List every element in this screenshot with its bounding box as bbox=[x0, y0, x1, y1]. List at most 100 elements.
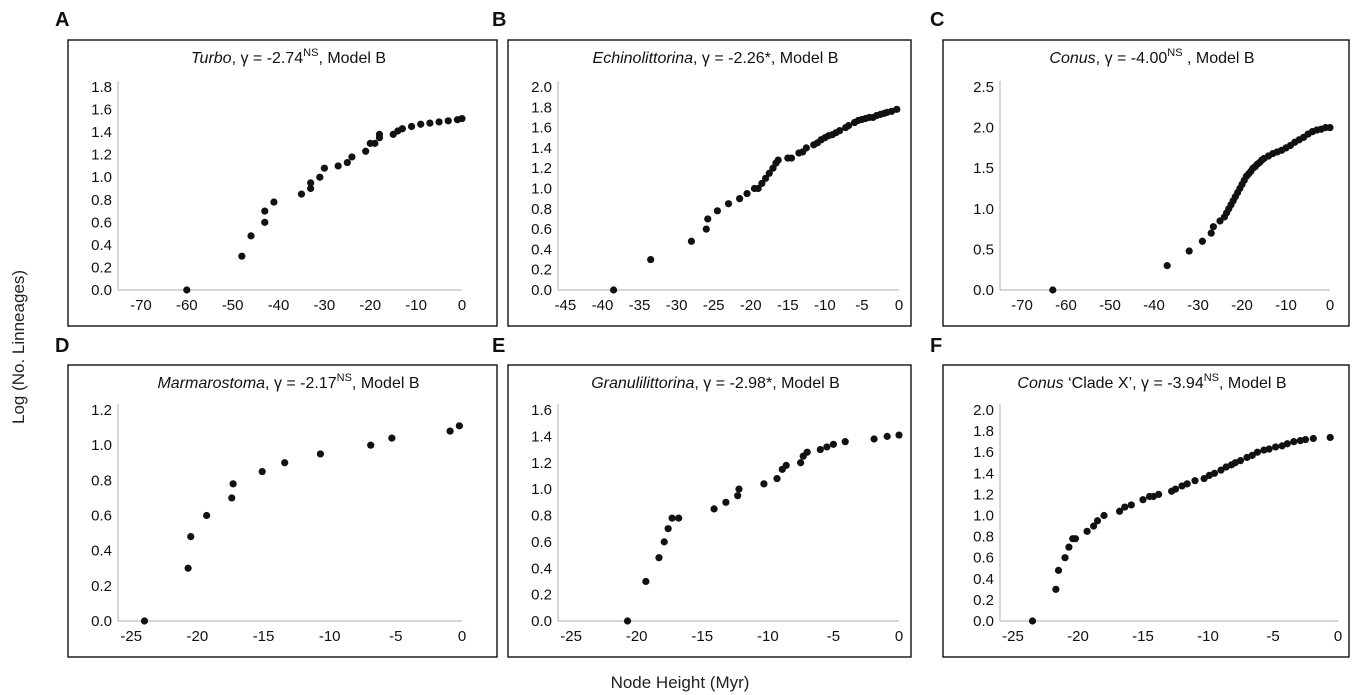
data-point bbox=[736, 195, 744, 203]
x-tick-label: -30 bbox=[666, 297, 688, 314]
x-tick-label: -50 bbox=[222, 297, 244, 314]
y-tick-label: 0.0 bbox=[91, 613, 112, 630]
x-tick-label: -15 bbox=[691, 628, 713, 645]
x-tick-label: 0 bbox=[1326, 297, 1334, 314]
data-point bbox=[140, 617, 149, 625]
panel-frame bbox=[67, 39, 498, 327]
data-point bbox=[348, 153, 356, 161]
data-point bbox=[1185, 247, 1193, 255]
data-point bbox=[1191, 477, 1199, 485]
y-tick-label: 0.2 bbox=[91, 259, 112, 276]
x-tick-label: -10 bbox=[814, 297, 836, 314]
x-tick-label: -45 bbox=[555, 297, 577, 314]
data-point bbox=[1183, 480, 1191, 488]
data-point bbox=[1265, 445, 1273, 453]
y-tick-label: 1.6 bbox=[973, 444, 994, 461]
data-point bbox=[320, 164, 328, 172]
data-point bbox=[774, 156, 782, 164]
data-point bbox=[229, 480, 237, 488]
data-point bbox=[458, 114, 466, 123]
data-point bbox=[183, 286, 191, 294]
x-tick-label: -70 bbox=[1011, 297, 1033, 314]
y-tick-label: 1.4 bbox=[973, 465, 994, 482]
y-tick-label: 1.0 bbox=[531, 481, 552, 498]
data-point bbox=[297, 190, 306, 198]
data-point bbox=[1127, 501, 1135, 509]
y-tick-label: 1.2 bbox=[91, 147, 112, 164]
panel-letter: B bbox=[492, 9, 506, 31]
y-tick-label: 1.0 bbox=[973, 508, 994, 525]
data-point bbox=[836, 127, 844, 135]
data-point bbox=[1309, 434, 1317, 443]
x-tick-label: -5 bbox=[855, 297, 868, 314]
data-point bbox=[1071, 535, 1079, 543]
data-point bbox=[1121, 503, 1129, 511]
y-tick-label: 0.8 bbox=[91, 472, 112, 489]
data-point bbox=[444, 117, 452, 125]
data-point bbox=[281, 459, 289, 467]
y-tick-label: 0.0 bbox=[531, 613, 552, 630]
data-point bbox=[1198, 237, 1206, 245]
x-tick-label: 0 bbox=[895, 297, 903, 314]
y-tick-label: 1.0 bbox=[531, 181, 552, 198]
data-point bbox=[713, 207, 721, 215]
data-point bbox=[187, 533, 195, 541]
data-point bbox=[687, 237, 696, 245]
panel-c: C Conus, γ = -4.00NS , Model B -70 -60 -50 -4… bbox=[930, 9, 1350, 327]
panel-b: B Echinolittorina, γ = -2.26*, Model B -45… bbox=[492, 9, 912, 327]
data-point bbox=[398, 125, 406, 133]
y-tick-label: 1.6 bbox=[91, 102, 112, 119]
y-tick-label: 0.6 bbox=[531, 534, 552, 551]
data-point bbox=[893, 105, 901, 113]
x-tick-label: -35 bbox=[629, 297, 651, 314]
y-tick-label: 1.2 bbox=[91, 402, 112, 419]
data-point bbox=[203, 511, 211, 520]
panel-frame bbox=[507, 364, 912, 658]
y-tick-label: 2.5 bbox=[973, 79, 994, 96]
data-point bbox=[334, 162, 342, 170]
x-tick-label: -70 bbox=[130, 297, 152, 314]
data-point bbox=[1290, 438, 1298, 446]
data-point bbox=[1301, 435, 1310, 444]
y-tick-label: 0.4 bbox=[973, 571, 994, 588]
x-tick-label: -10 bbox=[405, 297, 427, 314]
data-point bbox=[238, 252, 246, 260]
x-tick-label: -60 bbox=[176, 297, 198, 314]
data-point bbox=[761, 174, 770, 182]
panel-letter: D bbox=[55, 335, 69, 357]
x-tick-label: -30 bbox=[314, 297, 336, 314]
data-point bbox=[371, 139, 379, 147]
data-point bbox=[787, 154, 796, 162]
y-tick-label: 1.0 bbox=[91, 437, 112, 454]
y-tick-label: 1.2 bbox=[531, 455, 552, 472]
y-tick-label: 0.0 bbox=[973, 282, 994, 299]
data-point bbox=[802, 144, 810, 152]
y-tick-label: 0.4 bbox=[531, 560, 552, 577]
data-point bbox=[1049, 286, 1057, 294]
data-point bbox=[1163, 262, 1171, 270]
data-point bbox=[823, 443, 831, 451]
x-tick-label: -10 bbox=[319, 628, 341, 645]
x-tick-label: -15 bbox=[253, 628, 275, 645]
panel-frame bbox=[67, 364, 498, 658]
x-tick-label: -10 bbox=[1275, 297, 1297, 314]
x-tick-label: -40 bbox=[1143, 297, 1165, 314]
y-tick-label: 2.0 bbox=[973, 402, 994, 419]
data-point bbox=[883, 432, 891, 440]
y-tick-label: 2.0 bbox=[973, 120, 994, 137]
y-tick-label: 0.2 bbox=[973, 592, 994, 609]
y-tick-label: 0.2 bbox=[531, 587, 552, 604]
y-tick-label: 1.4 bbox=[531, 140, 552, 157]
data-point bbox=[829, 440, 838, 448]
data-point bbox=[704, 215, 712, 223]
y-tick-label: 0.0 bbox=[973, 613, 994, 630]
y-tick-label: 0.0 bbox=[531, 282, 552, 299]
data-point bbox=[675, 514, 683, 522]
data-point bbox=[844, 121, 853, 130]
data-point bbox=[1326, 433, 1334, 442]
x-axis-label: Node Height (Myr) bbox=[611, 673, 750, 692]
data-point bbox=[803, 448, 811, 456]
x-tick-label: -50 bbox=[1099, 297, 1121, 314]
data-point bbox=[710, 505, 718, 513]
